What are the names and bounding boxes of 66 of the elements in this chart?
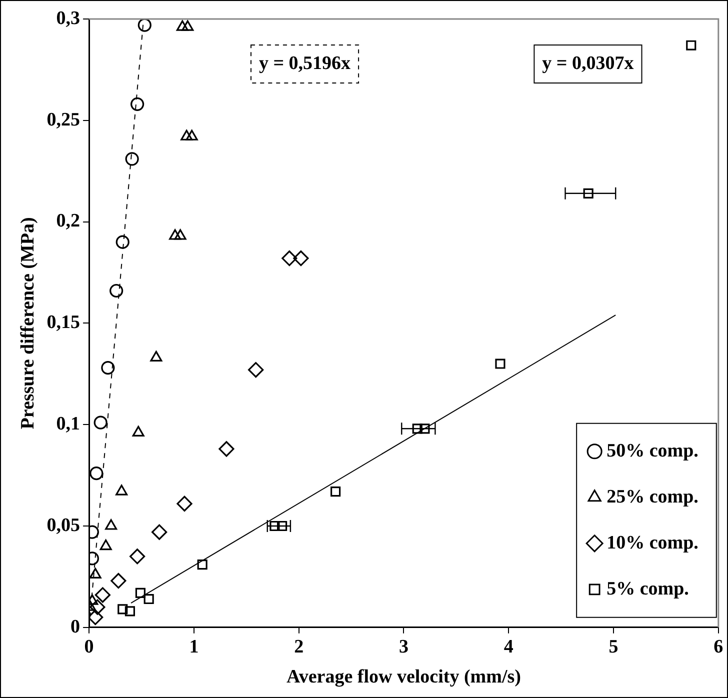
x-tick-label: 0 (84, 636, 94, 658)
point (186, 130, 198, 140)
point (144, 594, 154, 604)
point (90, 599, 106, 615)
y-tick-label: 0,1 (56, 414, 80, 435)
point (270, 520, 280, 532)
point (94, 416, 108, 430)
point (124, 606, 135, 616)
point (110, 572, 126, 589)
point (118, 604, 128, 614)
point (412, 424, 422, 434)
y-tick-label: 0,15 (46, 312, 80, 334)
point (420, 424, 430, 434)
x-tick-label: 4 (504, 636, 514, 658)
point (94, 587, 110, 603)
x-tick-label: 6 (714, 636, 724, 658)
annotation: y = 0,0307x (542, 52, 634, 74)
point (89, 609, 104, 626)
x-tick-label: 3 (398, 636, 408, 658)
point (100, 539, 112, 550)
point (110, 284, 124, 298)
point (180, 130, 193, 140)
point (125, 152, 139, 166)
x-axis-title: Average flow velocity (mm/s) (286, 666, 521, 688)
point (248, 362, 264, 378)
point (89, 568, 102, 578)
point (169, 229, 182, 240)
point (182, 20, 194, 31)
y-tick-label: 0 (70, 616, 80, 638)
point (495, 358, 506, 369)
legend-label: 5% comp. (606, 578, 689, 600)
point (138, 19, 152, 32)
point (90, 466, 104, 480)
point (686, 40, 696, 50)
point (176, 20, 188, 31)
point (132, 426, 144, 437)
legend-label: 10% comp. (606, 532, 698, 554)
point (277, 520, 288, 532)
y-tick-label: 0,05 (46, 514, 80, 536)
point (116, 235, 130, 249)
x-tick-label: 2 (294, 636, 304, 658)
point (583, 188, 594, 198)
point (293, 250, 309, 266)
point (218, 441, 234, 457)
y-axis-title: Pressure difference (MPa) (17, 217, 38, 430)
point (116, 484, 128, 496)
x-tick-label: 5 (608, 636, 618, 658)
point (150, 350, 162, 362)
point (152, 524, 168, 540)
y-tick-label: 0,25 (46, 109, 80, 130)
legend-label: 25% comp. (606, 486, 698, 508)
point (135, 588, 146, 598)
y-tick-label: 0,2 (56, 210, 80, 232)
legend-label: 50% comp. (606, 440, 698, 462)
point (130, 97, 144, 111)
point (105, 519, 118, 530)
point (176, 496, 192, 512)
x-tick-label: 1 (189, 636, 199, 658)
point (197, 559, 208, 570)
point (282, 250, 298, 266)
point (330, 486, 341, 497)
point (130, 548, 146, 564)
point (174, 229, 186, 240)
annotation: y = 0,5196x (258, 52, 352, 74)
y-tick-label: 0,3 (56, 8, 80, 29)
point (101, 361, 115, 375)
